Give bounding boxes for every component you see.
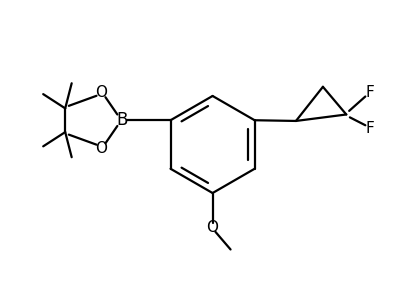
Text: O: O xyxy=(206,220,218,235)
Text: B: B xyxy=(116,111,128,129)
Text: O: O xyxy=(95,85,107,100)
Text: F: F xyxy=(365,121,374,136)
Text: O: O xyxy=(95,141,107,156)
Text: F: F xyxy=(365,85,374,100)
